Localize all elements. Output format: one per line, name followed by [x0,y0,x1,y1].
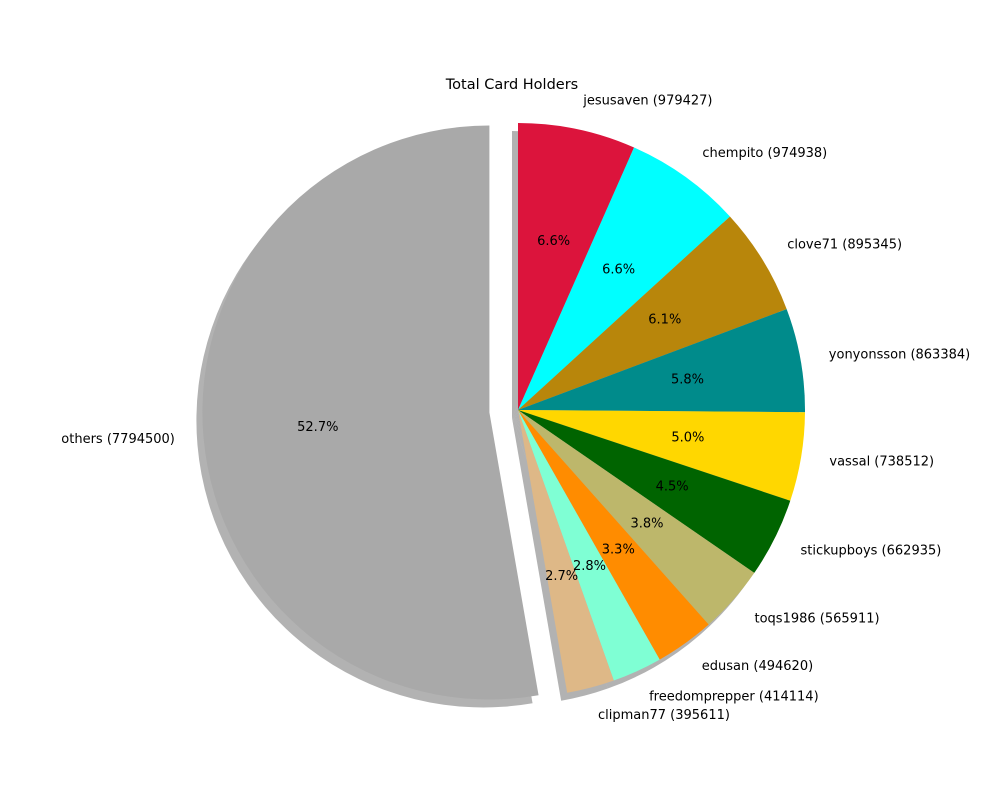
wedge-clipman77 [518,410,614,693]
pct-label-clipman77: 2.7% [545,569,578,584]
slice-label-edusan: edusan (494620) [702,659,813,674]
wedge-vassal [518,410,805,501]
slice-label-yonyonsson: yonyonsson (863384) [829,347,970,362]
wedge-clove71 [518,216,787,410]
pct-label-clove71: 6.1% [648,313,681,328]
pie-wedges [202,123,805,700]
wedge-toqs1986 [518,410,755,625]
slice-label-vassal: vassal (738512) [829,454,934,469]
slice-label-toqs1986: toqs1986 (565911) [755,612,880,627]
pct-label-stickupboys: 4.5% [656,479,689,494]
chart-title: Total Card Holders [445,77,578,93]
pct-label-toqs1986: 3.8% [630,517,663,532]
pct-label-jesusaven: 6.6% [537,234,570,249]
pct-label-chempito: 6.6% [602,263,635,278]
wedge-edusan [518,410,709,660]
wedge-jesusaven [518,123,635,410]
slice-label-freedomprepper: freedomprepper (414114) [649,690,819,705]
pct-label-freedomprepper: 2.8% [573,559,606,574]
pct-label-others: 52.7% [297,420,338,435]
slice-label-jesusaven: jesusaven (979427) [582,94,712,109]
pct-label-vassal: 5.0% [671,431,704,446]
pct-label-edusan: 3.3% [602,543,635,558]
slice-labels: jesusaven (979427) chempito (974938) clove… [61,94,970,723]
pct-label-yonyonsson: 5.8% [671,372,704,387]
slice-label-stickupboys: stickupboys (662935) [801,543,942,558]
slice-label-clipman77: clipman77 (395611) [598,708,730,723]
slice-label-clove71: clove71 (895345) [787,238,902,253]
slice-label-chempito: chempito (974938) [702,146,827,161]
wedge-others [202,125,539,700]
wedge-yonyonsson [518,309,805,413]
wedge-stickupboys [518,410,791,573]
percentage-labels: 6.6% 6.6% 6.1% 5.8% 5.0% 4.5% 3.8% 3.3%2.8%2.7%… [297,234,704,584]
wedge-chempito [518,147,730,410]
slice-label-others: others (7794500) [61,432,175,447]
wedge-freedomprepper [518,410,660,681]
